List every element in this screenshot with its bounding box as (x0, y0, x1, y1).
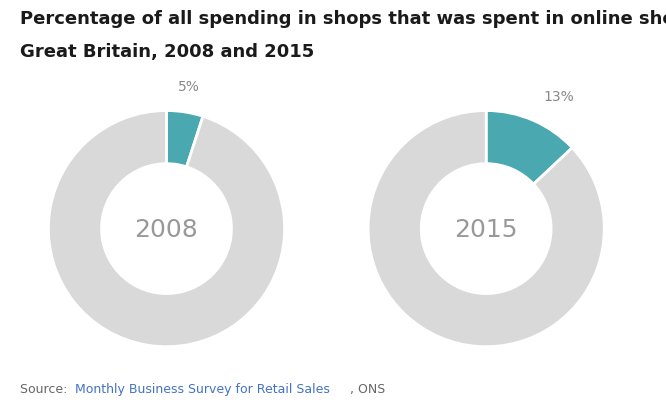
Text: 2008: 2008 (135, 217, 198, 241)
Text: 13%: 13% (543, 90, 574, 104)
Wedge shape (166, 111, 203, 167)
Text: Source:: Source: (20, 382, 71, 395)
Wedge shape (49, 111, 284, 347)
Wedge shape (486, 111, 572, 185)
Text: Percentage of all spending in shops that was spent in online shops,: Percentage of all spending in shops that… (20, 10, 666, 28)
Text: Monthly Business Survey for Retail Sales: Monthly Business Survey for Retail Sales (75, 382, 330, 395)
Text: , ONS: , ONS (350, 382, 385, 395)
Wedge shape (368, 111, 604, 347)
Text: 5%: 5% (178, 80, 200, 94)
Text: 2015: 2015 (454, 217, 518, 241)
Text: Great Britain, 2008 and 2015: Great Britain, 2008 and 2015 (20, 43, 314, 61)
